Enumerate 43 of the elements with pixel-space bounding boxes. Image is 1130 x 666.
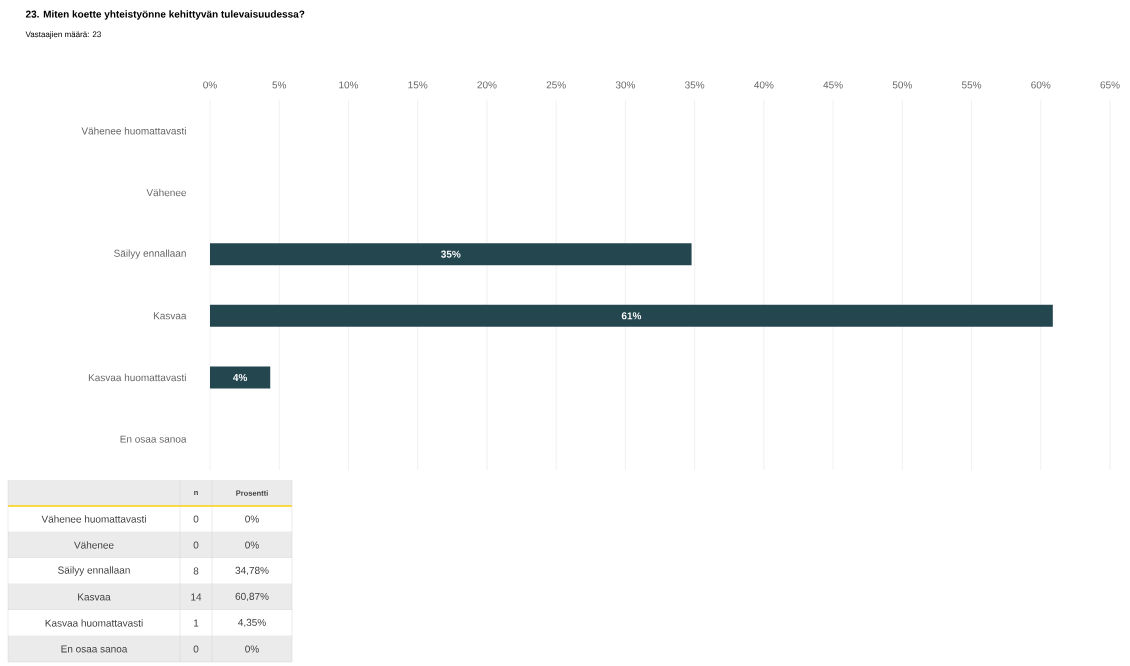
- x-tick-label: 45%: [823, 81, 843, 89]
- y-tick-label: Säilyy ennallaan: [114, 249, 186, 259]
- x-tick-label: 5%: [272, 81, 287, 89]
- x-tick-label: 40%: [754, 81, 774, 89]
- text: 4,35%: [238, 618, 266, 628]
- x-tick-label: 55%: [961, 81, 982, 89]
- text: 0%: [245, 645, 259, 653]
- text: 8: [193, 567, 199, 575]
- x-tick-label: 60%: [1031, 81, 1051, 89]
- category-label: Kasvaa huomattavasti: [45, 619, 143, 627]
- text: 0%: [245, 515, 259, 523]
- category-label: Vähenee huomattavasti: [41, 515, 146, 523]
- text: 60,87%: [235, 592, 269, 602]
- x-tick-label: 50%: [892, 81, 912, 89]
- text: 34,78%: [235, 566, 269, 576]
- x-tick-label: 65%: [1100, 81, 1120, 89]
- x-tick-label: 10%: [339, 81, 359, 89]
- text: 0: [193, 541, 199, 549]
- category-label: En osaa sanoa: [61, 645, 128, 653]
- x-tick-label: 20%: [477, 81, 497, 89]
- text: Vastaajien määrä: 23: [25, 31, 101, 39]
- y-tick-label: Vähenee: [146, 188, 187, 197]
- text: 0: [193, 645, 199, 653]
- chart-title: 23. Miten koette yhteistyönne kehittyvän tulevaisuudessa?: [25, 10, 305, 20]
- y-tick-label: En osaa sanoa: [120, 435, 187, 443]
- y-tick-label: Kasvaa: [153, 312, 187, 320]
- x-tick-label: 15%: [408, 81, 428, 89]
- data-label: 35%: [441, 250, 461, 258]
- text: 14: [191, 593, 202, 601]
- x-tick-label: 25%: [546, 81, 566, 89]
- text: 0%: [245, 541, 259, 549]
- y-tick-label: Kasvaa huomattavasti: [88, 373, 186, 382]
- data-label: 4%: [233, 373, 248, 382]
- category-label: Säilyy ennallaan: [58, 566, 130, 576]
- text: 0: [193, 515, 199, 523]
- category-label: Vähenee: [74, 541, 114, 549]
- text: 1: [194, 619, 199, 627]
- y-tick-label: Vähenee huomattavasti: [81, 127, 186, 135]
- x-tick-label: 35%: [684, 81, 705, 89]
- category-label: Kasvaa: [78, 593, 111, 601]
- x-tick-label: 0%: [203, 81, 217, 89]
- data-label: 61%: [621, 312, 642, 320]
- x-tick-label: 30%: [615, 81, 636, 89]
